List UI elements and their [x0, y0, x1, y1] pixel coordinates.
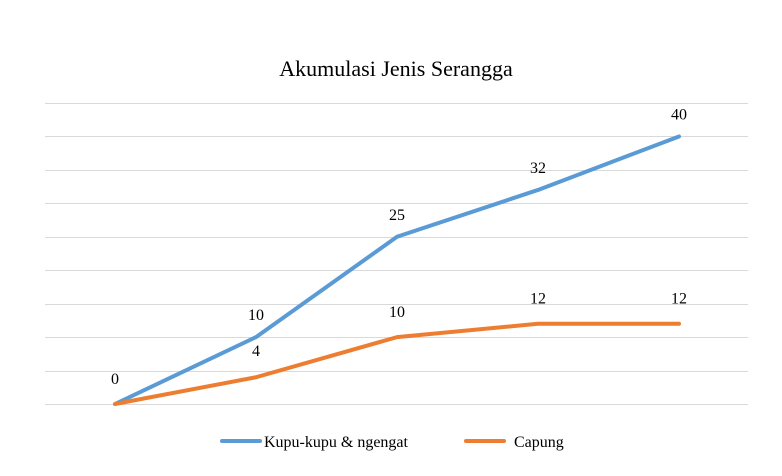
data-label: 4	[252, 343, 260, 360]
data-label: 32	[530, 160, 546, 177]
legend-label-1: Kupu-kupu & ngengat	[264, 434, 409, 451]
series-lines	[113, 134, 681, 406]
data-label: 12	[671, 291, 687, 308]
legend: Kupu-kupu & ngengat Capung	[220, 434, 564, 451]
data-labels: 0 10 25 32 40 4 10 12 12	[111, 106, 687, 388]
data-label: 12	[530, 291, 546, 308]
data-label: 10	[248, 307, 264, 324]
data-label: 25	[389, 207, 405, 224]
data-label: 10	[389, 304, 405, 321]
series-line-2	[113, 321, 681, 406]
legend-label-2: Capung	[514, 434, 564, 451]
series-line-1	[113, 134, 681, 406]
data-label: 0	[111, 371, 119, 388]
chart-title: Akumulasi Jenis Serangga	[279, 56, 513, 81]
data-label: 40	[671, 106, 687, 123]
